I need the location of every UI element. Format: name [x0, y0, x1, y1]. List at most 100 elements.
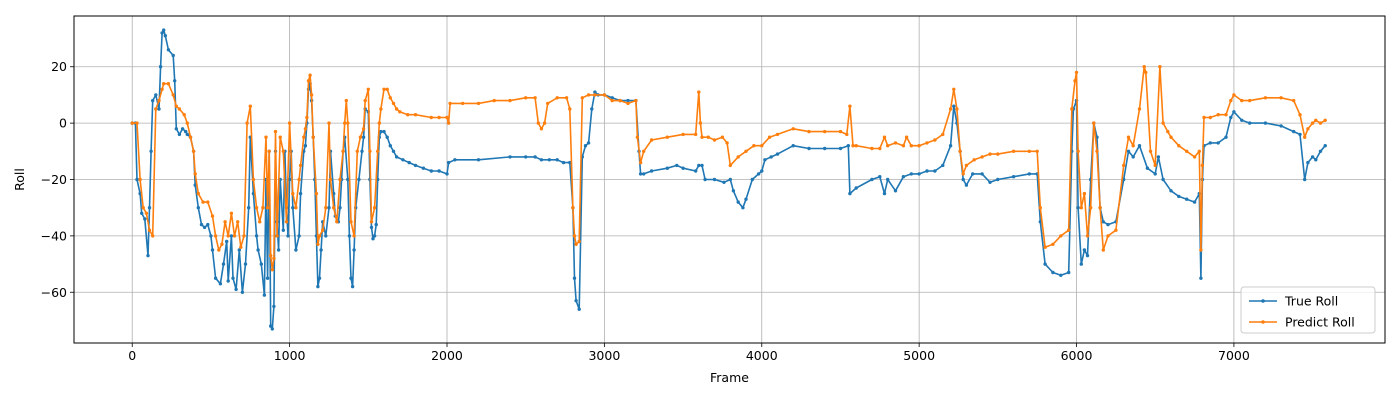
data-point-true-roll	[870, 177, 874, 182]
data-point-true-roll	[638, 172, 643, 176]
data-point-predict-roll	[270, 268, 274, 272]
data-point-predict-roll	[254, 206, 259, 210]
data-point-true-roll	[209, 234, 213, 238]
data-point-predict-roll	[352, 234, 356, 238]
data-point-predict-roll	[1043, 245, 1047, 249]
data-point-true-roll	[429, 169, 433, 173]
data-point-true-roll	[1229, 115, 1233, 120]
data-point-predict-roll	[961, 172, 965, 176]
data-point-true-roll	[533, 155, 537, 159]
data-point-true-roll	[539, 158, 544, 162]
data-point-predict-roll	[328, 177, 333, 182]
data-point-predict-roll	[917, 144, 921, 148]
data-point-predict-roll	[533, 96, 537, 100]
data-point-true-roll	[823, 146, 827, 151]
data-point-true-roll	[421, 166, 426, 170]
data-point-true-roll	[1240, 118, 1244, 123]
data-point-true-roll	[372, 234, 377, 238]
data-point-predict-roll	[1137, 107, 1142, 111]
data-point-true-roll	[135, 177, 139, 182]
data-point-predict-roll	[294, 206, 298, 210]
data-point-predict-roll	[1292, 98, 1296, 103]
data-point-true-roll	[1232, 110, 1236, 114]
data-point-predict-roll	[284, 220, 289, 224]
data-point-predict-roll	[213, 234, 218, 238]
data-point-true-roll	[848, 191, 852, 196]
data-point-predict-roll	[376, 149, 380, 153]
data-point-true-roll	[1161, 177, 1165, 182]
data-point-true-roll	[327, 206, 331, 210]
data-point-predict-roll	[618, 98, 622, 103]
data-point-predict-roll	[272, 256, 276, 261]
data-point-predict-roll	[665, 135, 669, 139]
data-point-true-roll	[610, 96, 614, 100]
data-point-predict-roll	[311, 135, 315, 139]
data-point-predict-roll	[251, 177, 256, 182]
legend-predict-roll-label: Predict Roll	[1285, 315, 1355, 330]
data-point-predict-roll	[141, 206, 145, 210]
data-point-predict-roll	[524, 96, 528, 100]
data-point-predict-roll	[327, 121, 331, 125]
data-point-predict-roll	[297, 177, 301, 182]
data-point-predict-roll	[694, 132, 698, 137]
data-point-true-roll	[262, 293, 267, 297]
data-point-predict-roll	[269, 253, 273, 258]
data-point-true-roll	[846, 144, 850, 148]
data-point-true-roll	[445, 172, 449, 176]
data-point-true-roll	[361, 135, 366, 139]
data-point-true-roll	[281, 228, 285, 232]
data-point-true-roll	[225, 239, 229, 244]
axis-ticks: 0 1000 2000 3000 4000 5000 6000 7000 −60 −40 −20 0 2…	[41, 59, 1250, 363]
data-point-true-roll	[681, 166, 685, 170]
data-point-predict-roll	[1027, 149, 1032, 153]
data-point-predict-roll	[602, 93, 607, 97]
data-point-true-roll	[437, 169, 441, 173]
data-point-true-roll	[240, 290, 245, 294]
data-point-true-roll	[226, 279, 230, 283]
data-point-predict-roll	[232, 234, 237, 238]
data-point-true-roll	[878, 175, 882, 179]
data-point-predict-roll	[1038, 206, 1043, 210]
y-tick-label: 20	[51, 59, 67, 74]
data-point-predict-roll	[1082, 191, 1087, 196]
data-point-predict-roll	[151, 234, 155, 238]
data-point-predict-roll	[1192, 155, 1197, 159]
data-point-predict-roll	[1122, 163, 1126, 168]
data-point-predict-roll	[571, 206, 575, 210]
data-point-predict-roll	[182, 113, 186, 117]
data-point-true-roll	[524, 155, 528, 159]
data-point-predict-roll	[698, 121, 703, 125]
data-point-true-roll	[1126, 149, 1131, 153]
data-point-predict-roll	[223, 220, 227, 224]
data-point-true-roll	[1292, 129, 1296, 134]
data-point-predict-roll	[572, 234, 577, 238]
data-point-true-roll	[675, 163, 679, 168]
data-point-true-roll	[1314, 158, 1318, 162]
data-point-true-roll	[1248, 121, 1252, 125]
data-point-predict-roll	[391, 101, 396, 106]
data-point-predict-roll	[1089, 206, 1093, 210]
data-point-predict-roll	[649, 138, 654, 142]
data-point-true-roll	[237, 248, 241, 252]
data-point-predict-roll	[157, 98, 161, 103]
data-point-predict-roll	[305, 115, 309, 120]
data-point-predict-roll	[363, 98, 367, 103]
data-point-predict-roll	[1095, 149, 1099, 153]
data-point-true-roll	[882, 191, 887, 196]
data-point-predict-roll	[308, 73, 312, 77]
data-point-true-roll	[453, 158, 457, 162]
data-point-true-roll	[446, 160, 451, 165]
data-point-predict-roll	[720, 135, 725, 139]
data-point-predict-roll	[382, 87, 386, 92]
series-layer	[130, 28, 1327, 331]
data-point-true-roll	[276, 248, 281, 252]
data-point-true-roll	[350, 284, 355, 289]
data-point-predict-roll	[555, 96, 559, 100]
data-point-predict-roll	[1144, 70, 1148, 75]
data-point-true-roll	[1085, 253, 1090, 258]
data-point-predict-roll	[210, 214, 215, 218]
data-point-true-roll	[357, 177, 361, 182]
data-point-predict-roll	[445, 115, 449, 120]
x-tick-label: 5000	[903, 348, 935, 363]
data-point-predict-roll	[281, 149, 285, 153]
